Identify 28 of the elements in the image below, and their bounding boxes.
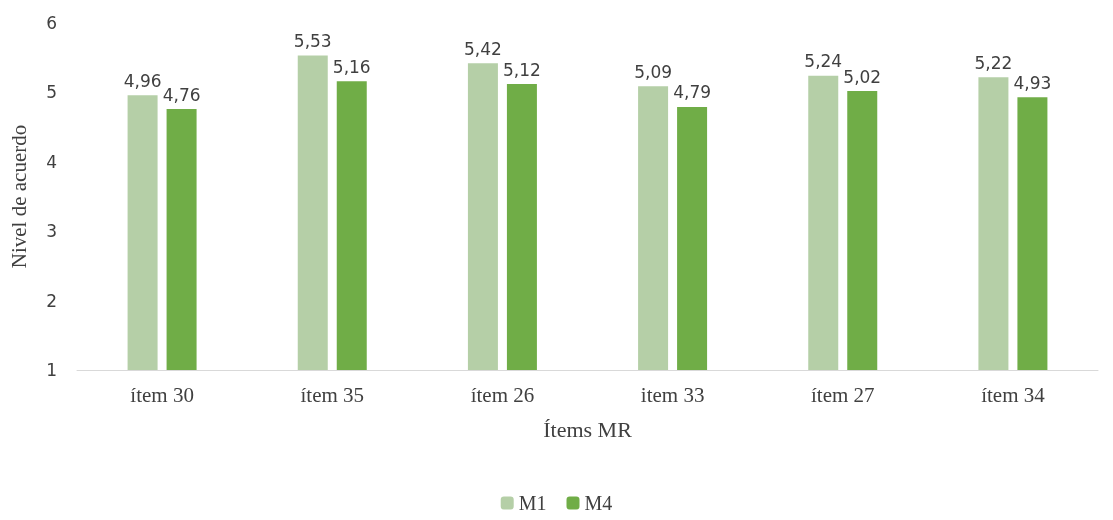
legend-label: M1 — [518, 492, 547, 514]
x-tick-label: item 33 — [640, 382, 705, 407]
x-axis-title: Ítems MR — [543, 416, 633, 442]
data-label: 5,22 — [974, 52, 1013, 73]
y-tick-label: 5 — [46, 82, 57, 103]
x-tick-label: ítem 35 — [300, 382, 365, 407]
data-label: 5,02 — [843, 66, 882, 87]
data-label: 5,12 — [502, 59, 541, 80]
x-tick-label: ítem 26 — [470, 382, 535, 407]
data-label: 5,53 — [293, 31, 332, 52]
legend-label: M4 — [584, 492, 613, 514]
data-label: 4,93 — [1013, 72, 1052, 93]
data-label: 5,24 — [804, 51, 843, 72]
data-label: 4,79 — [673, 82, 712, 103]
data-label: 5,09 — [634, 61, 673, 82]
data-label: 5,42 — [463, 38, 502, 59]
y-tick-label: 3 — [46, 221, 57, 242]
y-tick-label: 6 — [46, 13, 57, 33]
data-label: 5,16 — [332, 56, 371, 77]
x-tick-label: ítem 27 — [810, 382, 875, 407]
x-tick-label: ítem 30 — [130, 382, 194, 407]
data-label: 4,76 — [162, 84, 201, 105]
y-axis-title: Nivel de acuerdo — [6, 124, 31, 269]
x-tick-label: ítem 34 — [981, 382, 1046, 407]
y-tick-label: 2 — [46, 290, 57, 311]
data-label: 4,96 — [123, 70, 162, 91]
y-tick-label: 4 — [46, 151, 57, 172]
y-tick-label: 1 — [46, 360, 57, 380]
